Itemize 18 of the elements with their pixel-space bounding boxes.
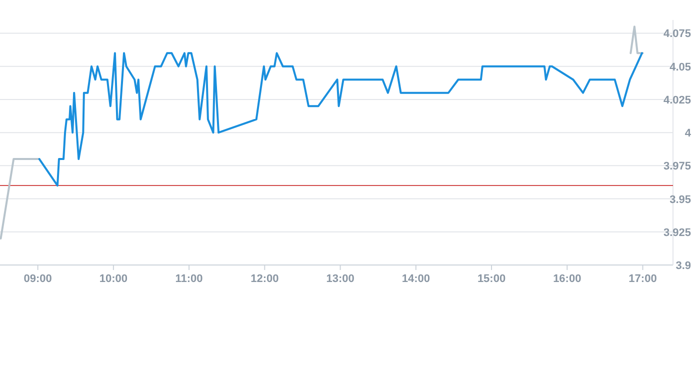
y-tick-label: 3.925 xyxy=(663,226,691,239)
x-tick-label: 09:00 xyxy=(24,273,52,285)
y-tick-label: 4 xyxy=(684,128,692,140)
y-tick-label: 3.9 xyxy=(676,260,691,272)
line-series xyxy=(38,52,643,187)
x-tick-label: 17:00 xyxy=(628,273,657,285)
x-tick-label: 10:00 xyxy=(99,273,128,285)
x-tick-label: 14:00 xyxy=(402,273,430,285)
y-tick-label: 3.95 xyxy=(670,194,691,206)
y-tick-label: 4.05 xyxy=(670,61,691,74)
y-tick-label: 4.025 xyxy=(663,94,691,106)
x-tick-label: 16:00 xyxy=(553,273,582,285)
x-tick-label: 13:00 xyxy=(326,273,354,285)
x-tick-label: 12:00 xyxy=(250,273,279,285)
x-tick-label: 11:00 xyxy=(175,273,203,285)
y-tick-label: 4.075 xyxy=(663,28,691,40)
x-tick-label: 15:00 xyxy=(477,273,506,285)
y-tick-label: 3.975 xyxy=(663,160,691,173)
